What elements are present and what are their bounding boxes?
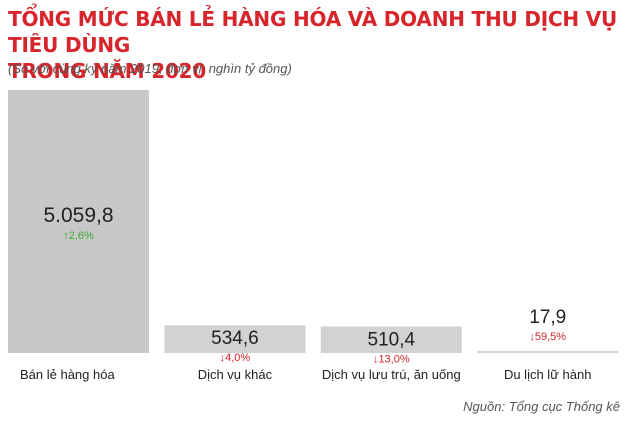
chart-title-line-1: TỔNG MỨC BÁN LẺ HÀNG HÓA VÀ DOANH THU DỊ… (8, 7, 618, 57)
bar-4 (477, 351, 619, 353)
category-label-3: Dịch vụ lưu trú, ăn uống (322, 367, 461, 382)
category-label-2: Dịch vụ khác (198, 367, 273, 382)
change-label-3: ↓13,0% (373, 353, 410, 365)
value-label-2: 534,6 (211, 328, 259, 349)
value-label-4: 17,9 (529, 307, 566, 328)
source-note: Nguồn: Tổng cục Thống kê (463, 399, 620, 414)
chart-subtitle: (So với cùng kỳ năm 2019, đơn vị: nghìn … (8, 61, 292, 76)
value-label-1: 5.059,8 (43, 204, 113, 227)
change-label-4: ↓59,5% (529, 331, 566, 343)
category-label-4: Du lịch lữ hành (504, 367, 591, 382)
change-label-1: ↑2,6% (63, 230, 94, 242)
bar-1 (8, 90, 149, 353)
chart-title-line-2: TRONG NĂM 2020 (8, 59, 207, 83)
value-label-3: 510,4 (368, 329, 416, 350)
category-label-1: Bán lẻ hàng hóa (20, 367, 115, 382)
bar-3 (320, 326, 462, 353)
chart-title: TỔNG MỨC BÁN LẺ HÀNG HÓA VÀ DOANH THU DỊ… (8, 6, 618, 84)
change-label-2: ↓4,0% (220, 352, 251, 364)
bar-2 (164, 325, 306, 353)
